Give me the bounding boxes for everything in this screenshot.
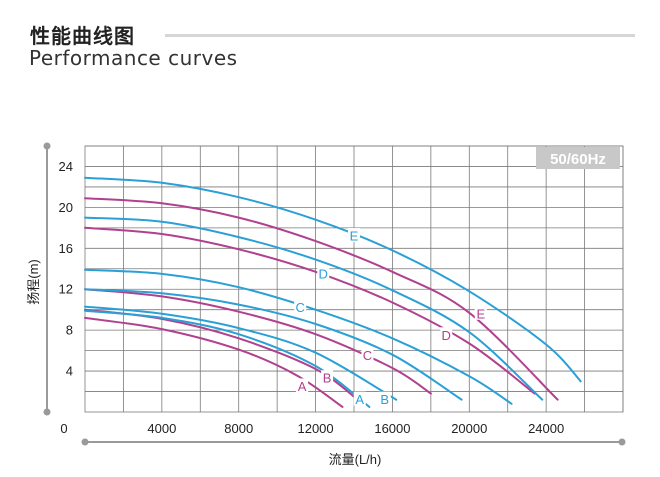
x-axis-start-dot [81, 438, 89, 446]
series-label-bg [378, 391, 391, 406]
series-label-e: E [476, 306, 485, 321]
series-label-bg [296, 378, 309, 393]
curve-c-6 [84, 268, 513, 405]
y-axis-start-dot [43, 408, 51, 416]
title-divider [165, 34, 635, 37]
series-label-b: B [323, 371, 332, 386]
x-tick-label: 12000 [297, 421, 333, 436]
frequency-badge: 50/60Hz [550, 151, 606, 168]
y-tick-label: 24 [59, 159, 73, 174]
series-label-bg [474, 305, 487, 320]
x-tick-label: 20000 [451, 421, 487, 436]
series-label-bg [348, 228, 360, 243]
chart-series-labels: A B A B C C D D E E [294, 228, 487, 407]
x-tick-label: 24000 [528, 421, 564, 436]
series-label-bg [294, 299, 307, 314]
series-label-e: E [350, 229, 359, 244]
chart-axes [43, 142, 626, 446]
series-label-bg [317, 265, 330, 280]
series-label-d: D [319, 266, 328, 281]
series-label-c: C [296, 300, 305, 315]
curve-a-0 [84, 316, 344, 408]
series-label-bg [361, 347, 374, 362]
y-axis-label: 扬程(m) [26, 259, 41, 305]
page-title-en: Performance curves [29, 46, 238, 70]
x-axis-label: 流量(L/h) [329, 452, 382, 467]
curve-c-4 [84, 288, 432, 395]
curve-a-2 [84, 309, 371, 408]
series-label-a: A [355, 392, 364, 407]
series-label-c: C [363, 348, 372, 363]
y-tick-label: 4 [66, 364, 73, 379]
curve-c-5 [84, 288, 463, 401]
plot-frame [84, 145, 624, 413]
x-tick-label: 8000 [224, 421, 253, 436]
chart-grid [84, 145, 624, 413]
series-label-bg [440, 327, 453, 342]
x-tick-label: 4000 [147, 421, 176, 436]
y-tick-label: 16 [59, 241, 73, 256]
y-tick-label: 8 [66, 323, 73, 338]
chart-tick-labels: 4 8 12 16 20 24 4000 8000 12000 16000 20000 24000 [59, 159, 565, 436]
curve-d-8 [84, 216, 544, 401]
x-tick-label: 16000 [374, 421, 410, 436]
series-label-d: D [442, 328, 451, 343]
page-title-cn: 性能曲线图 [30, 24, 135, 48]
frequency-badge-bg [536, 147, 620, 169]
y-tick-label: 12 [59, 282, 73, 297]
curve-b-3 [84, 305, 398, 401]
y-axis-end-dot [43, 142, 51, 150]
origin-label: 0 [60, 421, 67, 436]
series-label-bg [321, 370, 334, 385]
series-label-a: A [298, 379, 307, 394]
curve-e-9 [84, 197, 559, 401]
series-label-b: B [380, 392, 389, 407]
x-axis-end-dot [618, 438, 626, 446]
y-tick-label: 20 [59, 200, 73, 215]
series-label-bg [353, 391, 366, 406]
